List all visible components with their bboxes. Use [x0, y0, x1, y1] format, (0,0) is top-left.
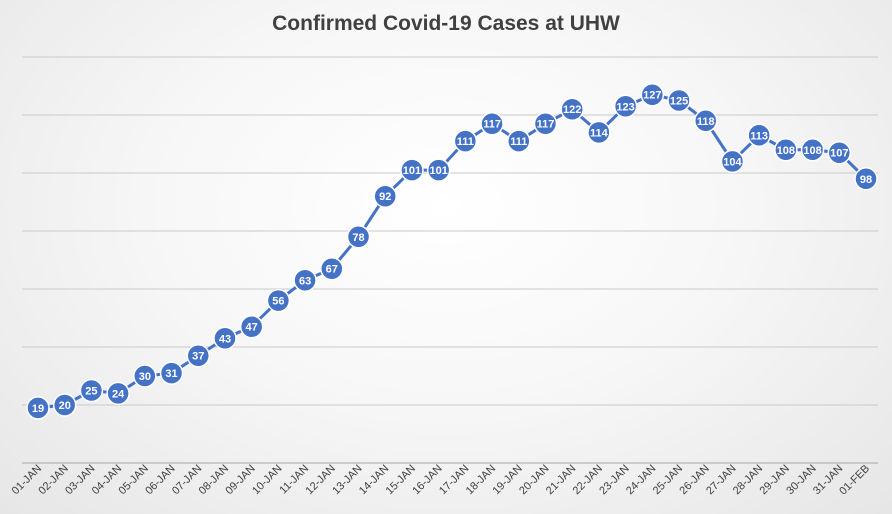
data-label: 78: [352, 232, 364, 244]
data-points: 19 20 25 24 30 31 37 43 47 56 63 67 78 92 101 101 111 117…: [26, 82, 878, 420]
data-point: [720, 149, 745, 174]
data-label: 111: [510, 136, 527, 148]
data-label: 123: [616, 101, 634, 113]
data-label: 47: [246, 322, 258, 334]
data-point: [827, 140, 852, 165]
data-label: 20: [59, 400, 71, 412]
data-point: [587, 120, 611, 145]
data-label: 30: [139, 371, 151, 383]
data-point: [533, 111, 558, 136]
data-point: [346, 225, 371, 249]
data-point: [293, 268, 317, 293]
data-point: [453, 129, 478, 153]
data-point: [239, 314, 264, 339]
data-point: [854, 167, 878, 191]
x-axis-ticks: 01-JAN02-JAN03-JAN04-JAN05-JAN06-JAN07-J…: [10, 463, 872, 498]
data-label: 122: [563, 104, 581, 116]
data-point: [52, 393, 77, 417]
data-label: 117: [483, 119, 501, 131]
data-label: 63: [299, 275, 311, 287]
data-label: 19: [32, 403, 44, 415]
data-label: 111: [457, 136, 474, 148]
data-point: [667, 88, 691, 113]
data-point: [400, 158, 424, 182]
x-tick-label: 10-JAN: [250, 463, 284, 497]
data-label: 37: [192, 351, 204, 363]
series-line: [37, 93, 868, 410]
data-label: 107: [830, 148, 848, 160]
data-point: [106, 381, 130, 406]
data-label: 31: [165, 368, 177, 380]
data-point: [266, 288, 291, 313]
data-label: 114: [590, 127, 609, 139]
data-label: 117: [537, 119, 555, 131]
data-label: 43: [219, 333, 231, 345]
data-point: [640, 82, 665, 107]
data-label: 67: [326, 264, 338, 276]
data-point: [800, 138, 825, 162]
data-point: [613, 94, 638, 119]
data-point: [79, 378, 104, 403]
data-point: [26, 396, 50, 420]
data-label: 98: [860, 174, 872, 186]
data-label: 113: [750, 130, 768, 142]
data-point: [133, 364, 157, 388]
data-label: 101: [429, 165, 447, 177]
data-point: [426, 158, 451, 182]
data-label: 127: [643, 90, 661, 102]
data-label: 56: [272, 296, 284, 308]
data-point: [693, 109, 718, 133]
data-label: 25: [85, 386, 97, 398]
data-label: 108: [803, 145, 821, 157]
data-point: [213, 326, 237, 351]
data-point: [186, 343, 211, 368]
data-label: 108: [777, 145, 795, 157]
data-point: [507, 129, 531, 153]
data-label: 104: [723, 156, 742, 168]
data-label: 92: [379, 191, 391, 203]
x-tick-label: 01-FEB: [837, 463, 872, 498]
data-point: [373, 184, 397, 208]
data-point: [774, 138, 798, 162]
data-label: 24: [112, 388, 125, 400]
data-point: [560, 97, 584, 121]
data-point: [480, 111, 504, 136]
data-point: [320, 256, 344, 281]
data-label: 101: [403, 165, 421, 177]
data-point: [747, 123, 771, 148]
data-point: [159, 361, 184, 385]
gridlines: [22, 56, 878, 406]
data-label: 125: [670, 96, 688, 108]
data-label: 118: [697, 116, 715, 128]
chart-title: Confirmed Covid-19 Cases at UHW: [272, 12, 620, 35]
